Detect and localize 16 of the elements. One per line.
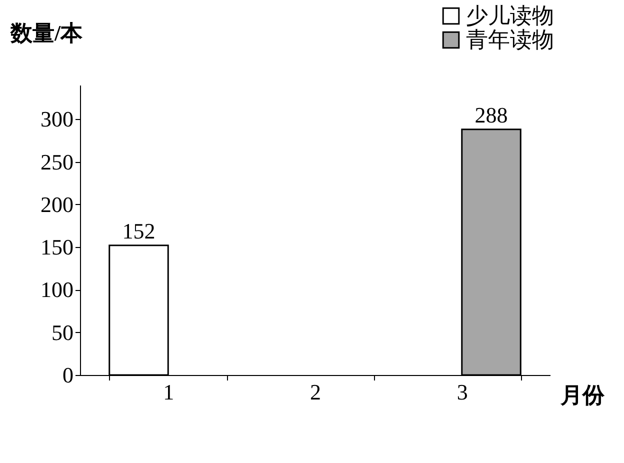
x-tick-label: 2 xyxy=(310,380,321,404)
y-tick-label: 50 xyxy=(52,320,74,345)
x-tick-label: 3 xyxy=(456,380,468,404)
x-tick-label: 1 xyxy=(163,380,174,404)
y-tick-label: 150 xyxy=(40,234,74,260)
y-tick-label: 200 xyxy=(40,192,74,217)
y-tick-label: 100 xyxy=(40,277,74,302)
data-label: 152 xyxy=(122,218,156,244)
legend-label: 青年读物 xyxy=(466,27,554,52)
legend-label: 少儿读物 xyxy=(466,3,554,28)
y-axis-title: 数量/本 xyxy=(10,20,84,46)
y-tick-label: 0 xyxy=(62,362,74,388)
y-tick-label: 300 xyxy=(40,106,74,132)
data-label: 288 xyxy=(474,102,508,128)
x-axis-title: 月份 xyxy=(560,382,606,408)
y-tick-label: 250 xyxy=(40,149,74,174)
